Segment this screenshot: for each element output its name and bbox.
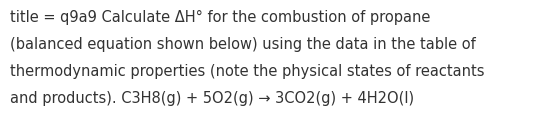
Text: and products). C3H8(g) + 5O2(g) → 3CO2(g) + 4H2O(l): and products). C3H8(g) + 5O2(g) → 3CO2(g… bbox=[10, 91, 414, 106]
Text: (balanced equation shown below) using the data in the table of: (balanced equation shown below) using th… bbox=[10, 37, 476, 52]
Text: thermodynamic properties (note the physical states of reactants: thermodynamic properties (note the physi… bbox=[10, 64, 484, 79]
Text: title = q9a9 Calculate ΔH° for the combustion of propane: title = q9a9 Calculate ΔH° for the combu… bbox=[10, 10, 430, 25]
